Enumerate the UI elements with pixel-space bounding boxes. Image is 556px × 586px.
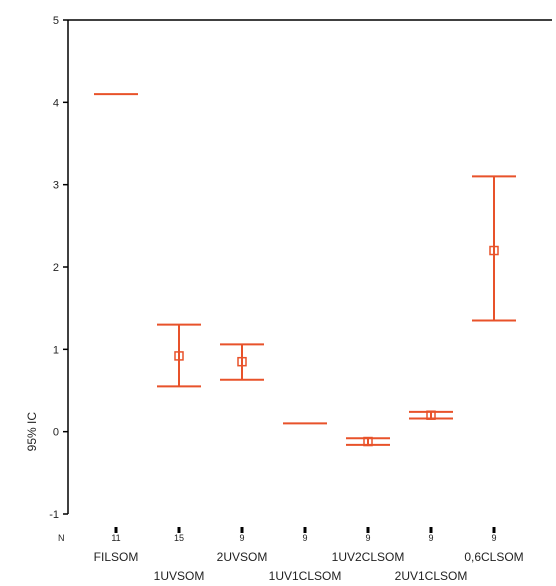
n-row-label: N: [58, 533, 65, 543]
y-tick-label: 4: [53, 97, 59, 109]
x-tick-mark: [114, 527, 118, 533]
n-value: 9: [491, 533, 496, 543]
mean-marker: [174, 351, 184, 361]
x-tick-mark: [240, 527, 244, 533]
mean-marker: [363, 436, 373, 447]
category-label: 1UVSOM: [154, 569, 205, 583]
mean-marker: [489, 245, 499, 256]
category-label: 1UV2CLSOM: [332, 550, 405, 564]
category-label: 2UVSOM: [217, 550, 268, 564]
error-bar-2uvsom: [220, 343, 264, 381]
x-tick-mark: [429, 527, 433, 533]
n-value: 11: [111, 533, 120, 543]
x-tick-mark: [492, 527, 496, 533]
n-value: 15: [174, 533, 184, 543]
mean-marker: [426, 410, 436, 420]
x-tick-mark: [177, 527, 181, 533]
y-tick-label: 0: [53, 427, 59, 439]
y-tick-label: 3: [53, 180, 59, 192]
error-bar-2uv1clsom: [409, 410, 453, 420]
category-label: FILSOM: [94, 550, 139, 564]
error-bars: [94, 93, 516, 447]
n-value: 9: [302, 533, 307, 543]
y-tick-label: -1: [49, 509, 59, 521]
category-label: 2UV1CLSOM: [395, 569, 468, 583]
n-value: 9: [365, 533, 370, 543]
mean-marker: [237, 356, 247, 367]
y-axis-title: 95% IC: [25, 412, 39, 452]
x-tick-mark: [303, 527, 307, 533]
error-bar-1uv2clsom: [346, 436, 390, 447]
y-axis-ticks: -1 0 1 2 3 4 5: [49, 15, 68, 521]
y-tick-label: 2: [53, 262, 59, 274]
category-label: 0,6CLSOM: [464, 550, 523, 564]
x-axis-labels: 11 FILSOM 15 1UVSOM 9 2UVSOM 9 1UV1CLSOM 9 1UV2CL…: [94, 527, 524, 583]
error-bar-0-6clsom: [472, 175, 516, 322]
error-bar-1uvsom: [157, 323, 201, 388]
y-tick-label: 1: [53, 344, 59, 356]
category-label: 1UV1CLSOM: [269, 569, 342, 583]
y-tick-label: 5: [53, 15, 59, 27]
n-value: 9: [428, 533, 433, 543]
axes: [67, 19, 552, 514]
x-tick-mark: [366, 527, 370, 533]
n-value: 9: [239, 533, 244, 543]
